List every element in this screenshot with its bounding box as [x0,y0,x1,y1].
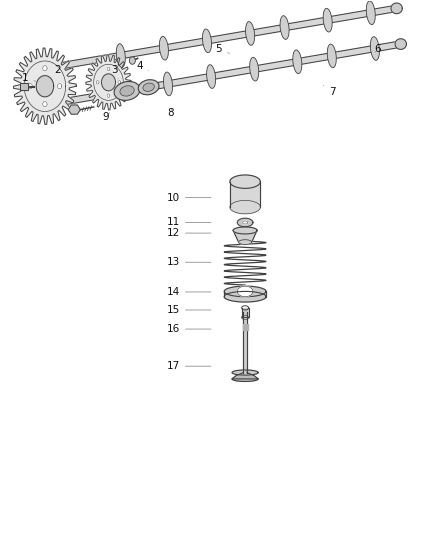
Polygon shape [232,376,258,382]
Circle shape [129,57,135,64]
Polygon shape [233,230,257,242]
Text: 5: 5 [215,44,230,54]
Ellipse shape [138,79,159,95]
Text: 1: 1 [22,73,36,83]
Ellipse shape [116,44,125,68]
Text: 6: 6 [374,44,381,54]
Polygon shape [239,240,252,245]
Ellipse shape [293,50,302,74]
Polygon shape [224,286,266,297]
Polygon shape [230,175,260,188]
Ellipse shape [114,82,140,100]
Polygon shape [232,370,258,375]
Text: 4: 4 [137,61,148,71]
Ellipse shape [143,83,154,91]
Polygon shape [14,48,76,124]
Text: 7: 7 [323,85,336,96]
Ellipse shape [371,37,379,60]
Polygon shape [242,308,249,317]
Polygon shape [43,101,47,107]
Polygon shape [86,55,131,110]
Text: 15: 15 [167,305,211,315]
Polygon shape [118,80,121,84]
Ellipse shape [250,58,259,81]
Text: 9: 9 [102,112,110,122]
Polygon shape [391,3,402,14]
Text: 17: 17 [167,361,211,371]
Polygon shape [395,39,406,50]
Polygon shape [107,94,110,98]
Polygon shape [96,80,99,84]
Ellipse shape [323,9,332,32]
Polygon shape [60,5,397,69]
Polygon shape [243,324,248,330]
Ellipse shape [366,1,375,25]
Ellipse shape [202,29,212,53]
Polygon shape [28,84,32,89]
Ellipse shape [280,15,289,39]
Polygon shape [107,67,110,71]
Text: 16: 16 [167,324,211,334]
Polygon shape [102,74,116,91]
Ellipse shape [246,22,254,45]
Polygon shape [36,76,53,97]
Polygon shape [230,182,260,207]
Ellipse shape [327,44,336,68]
Polygon shape [232,373,258,379]
Polygon shape [43,66,47,71]
Text: 3: 3 [111,66,118,78]
Ellipse shape [120,86,134,96]
Polygon shape [244,312,247,373]
Polygon shape [57,84,62,89]
Polygon shape [242,316,249,319]
Polygon shape [237,218,253,227]
Text: 11: 11 [167,217,211,228]
Text: 8: 8 [167,108,173,118]
Polygon shape [68,105,81,114]
Polygon shape [20,83,28,90]
Text: 12: 12 [167,228,211,238]
Polygon shape [64,41,401,105]
Polygon shape [237,286,253,297]
Text: 10: 10 [167,192,211,203]
Polygon shape [230,207,260,214]
Ellipse shape [207,64,215,88]
Polygon shape [233,227,257,234]
Ellipse shape [159,36,169,60]
Text: 14: 14 [167,287,211,297]
Text: 13: 13 [167,257,211,267]
Text: 2: 2 [55,66,69,77]
Polygon shape [224,292,266,297]
Ellipse shape [163,72,173,96]
Polygon shape [224,292,266,302]
Polygon shape [242,221,248,224]
